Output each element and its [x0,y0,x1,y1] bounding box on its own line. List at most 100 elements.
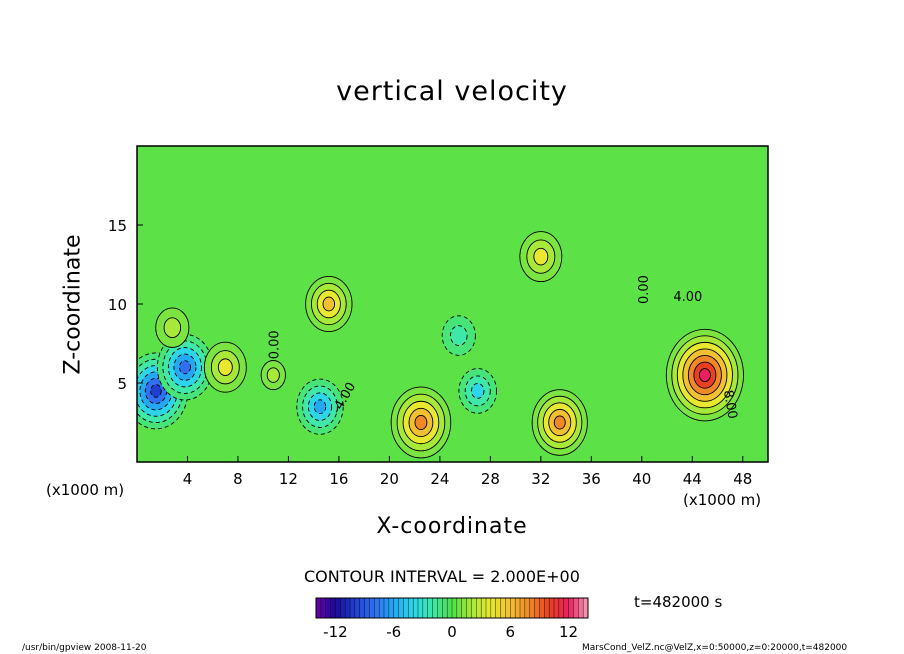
colorbar-segment [412,597,419,619]
x-tick-label: 44 [683,470,702,488]
colorbar-segment [573,597,579,619]
colorbar-segment [519,597,526,619]
field-feature [260,360,286,391]
colorbar-segment [403,597,409,619]
colorbar-segment [383,597,390,619]
contour-level [266,367,280,383]
x-axis-ticks: 4 8 12 16 20 24 28 32 36 40 44 48 [183,456,752,488]
field-feature [519,231,563,283]
colorbar-segment [446,597,453,619]
contour-label: 8.00 [720,389,740,420]
x-tick-label: 40 [632,470,651,488]
colorbar-tick-label: -12 [323,623,348,641]
colorbar-segment [485,597,492,619]
x-tick-label: 32 [531,470,550,488]
x-tick-label: 4 [183,470,193,488]
colorbar-segment [349,597,356,619]
x-tick-label: 28 [481,470,500,488]
x-unit-label-left: (x1000 m) [46,481,125,499]
colorbar-segment [408,597,414,619]
y-axis-ticks: 5 10 15 [108,217,143,393]
plot-area [137,146,768,462]
x-axis-label: X-coordinate [376,514,528,539]
colorbar-segment [330,597,336,619]
contour-level [450,325,468,346]
time-label: t=482000 s [634,593,723,611]
colorbar-segment [471,597,477,619]
colorbar-segment [578,597,584,619]
footer-right: MarsCond_VelZ.nc@VelZ,x=0:50000,z=0:2000… [582,643,848,653]
colorbar-segment [495,597,502,619]
contour-level [163,317,182,339]
field-feature [203,341,247,393]
colorbar-segment [548,597,555,619]
colorbar-segment [563,597,570,619]
colorbar-segment [315,597,322,619]
colorbar-segment [505,597,511,619]
colorbar-segment [335,597,341,619]
field-feature [531,389,588,456]
colorbar-tick-label: 0 [447,623,457,641]
x-tick-label: 8 [233,470,243,488]
colorbar-segment [461,597,468,619]
x-tick-label: 24 [430,470,449,488]
field-feature [305,275,353,333]
contour-level [178,360,191,375]
x-tick-label: 16 [329,470,348,488]
colorbar-segment [476,597,482,619]
colorbar-segment [398,597,404,619]
y-tick-label: 5 [117,375,127,393]
field-background [137,146,768,462]
chart-title: vertical velocity [336,76,568,107]
colorbar-segment [369,597,375,619]
colorbar-segment [451,597,458,619]
footer-left: /usr/bin/gpview 2008-11-20 [22,643,147,653]
colorbar-tick-label: -6 [386,623,401,641]
y-tick-label: 10 [108,296,127,314]
colorbar-segment [320,597,327,619]
contour-label: 0.00 [637,275,652,304]
colorbar-segment [524,597,531,619]
contour-level [150,384,162,398]
colorbar-segment [480,597,487,619]
colorbar-segment [539,597,545,619]
colorbar-segment [558,597,565,619]
colorbar-segment [354,597,361,619]
contour-label: 0.00 [267,330,282,359]
contour-level [217,358,233,376]
contour-level [414,414,428,431]
colorbar-frame [315,597,589,619]
colorbar-tick-label: 12 [559,623,578,641]
x-tick-label: 48 [733,470,752,488]
colorbar-segment [437,597,443,619]
colorbar-segment [534,597,540,619]
colorbar-segment [388,597,395,619]
colorbar-segment [514,597,521,619]
colorbar: -12 -6 0 6 12 [315,597,589,641]
colorbar-segment [417,597,424,619]
field-feature [296,378,344,435]
x-tick-label: 36 [582,470,601,488]
colorbar-segment [490,597,497,619]
contour-level [471,382,485,399]
colorbar-segment [427,597,434,619]
x-tick-label: 12 [279,470,298,488]
contour-label: 4.00 [673,290,702,305]
colorbar-segment [422,597,429,619]
colorbar-segment [568,597,574,619]
colorbar-segment [393,597,400,619]
field-feature [156,333,214,401]
colorbar-segment [325,597,332,619]
y-tick-label: 15 [108,217,127,235]
colorbar-segment [344,597,351,619]
contour-interval-label: CONTOUR INTERVAL = 2.000E+00 [304,567,580,586]
x-tick-label: 20 [380,470,399,488]
colorbar-segment [364,597,370,619]
colorbar-segment [500,597,506,619]
colorbar-segment [359,597,366,619]
colorbar-tick-label: 6 [506,623,516,641]
colorbar-segment [544,597,550,619]
x-unit-label-right: (x1000 m) [683,491,762,509]
contour-level [698,368,711,383]
